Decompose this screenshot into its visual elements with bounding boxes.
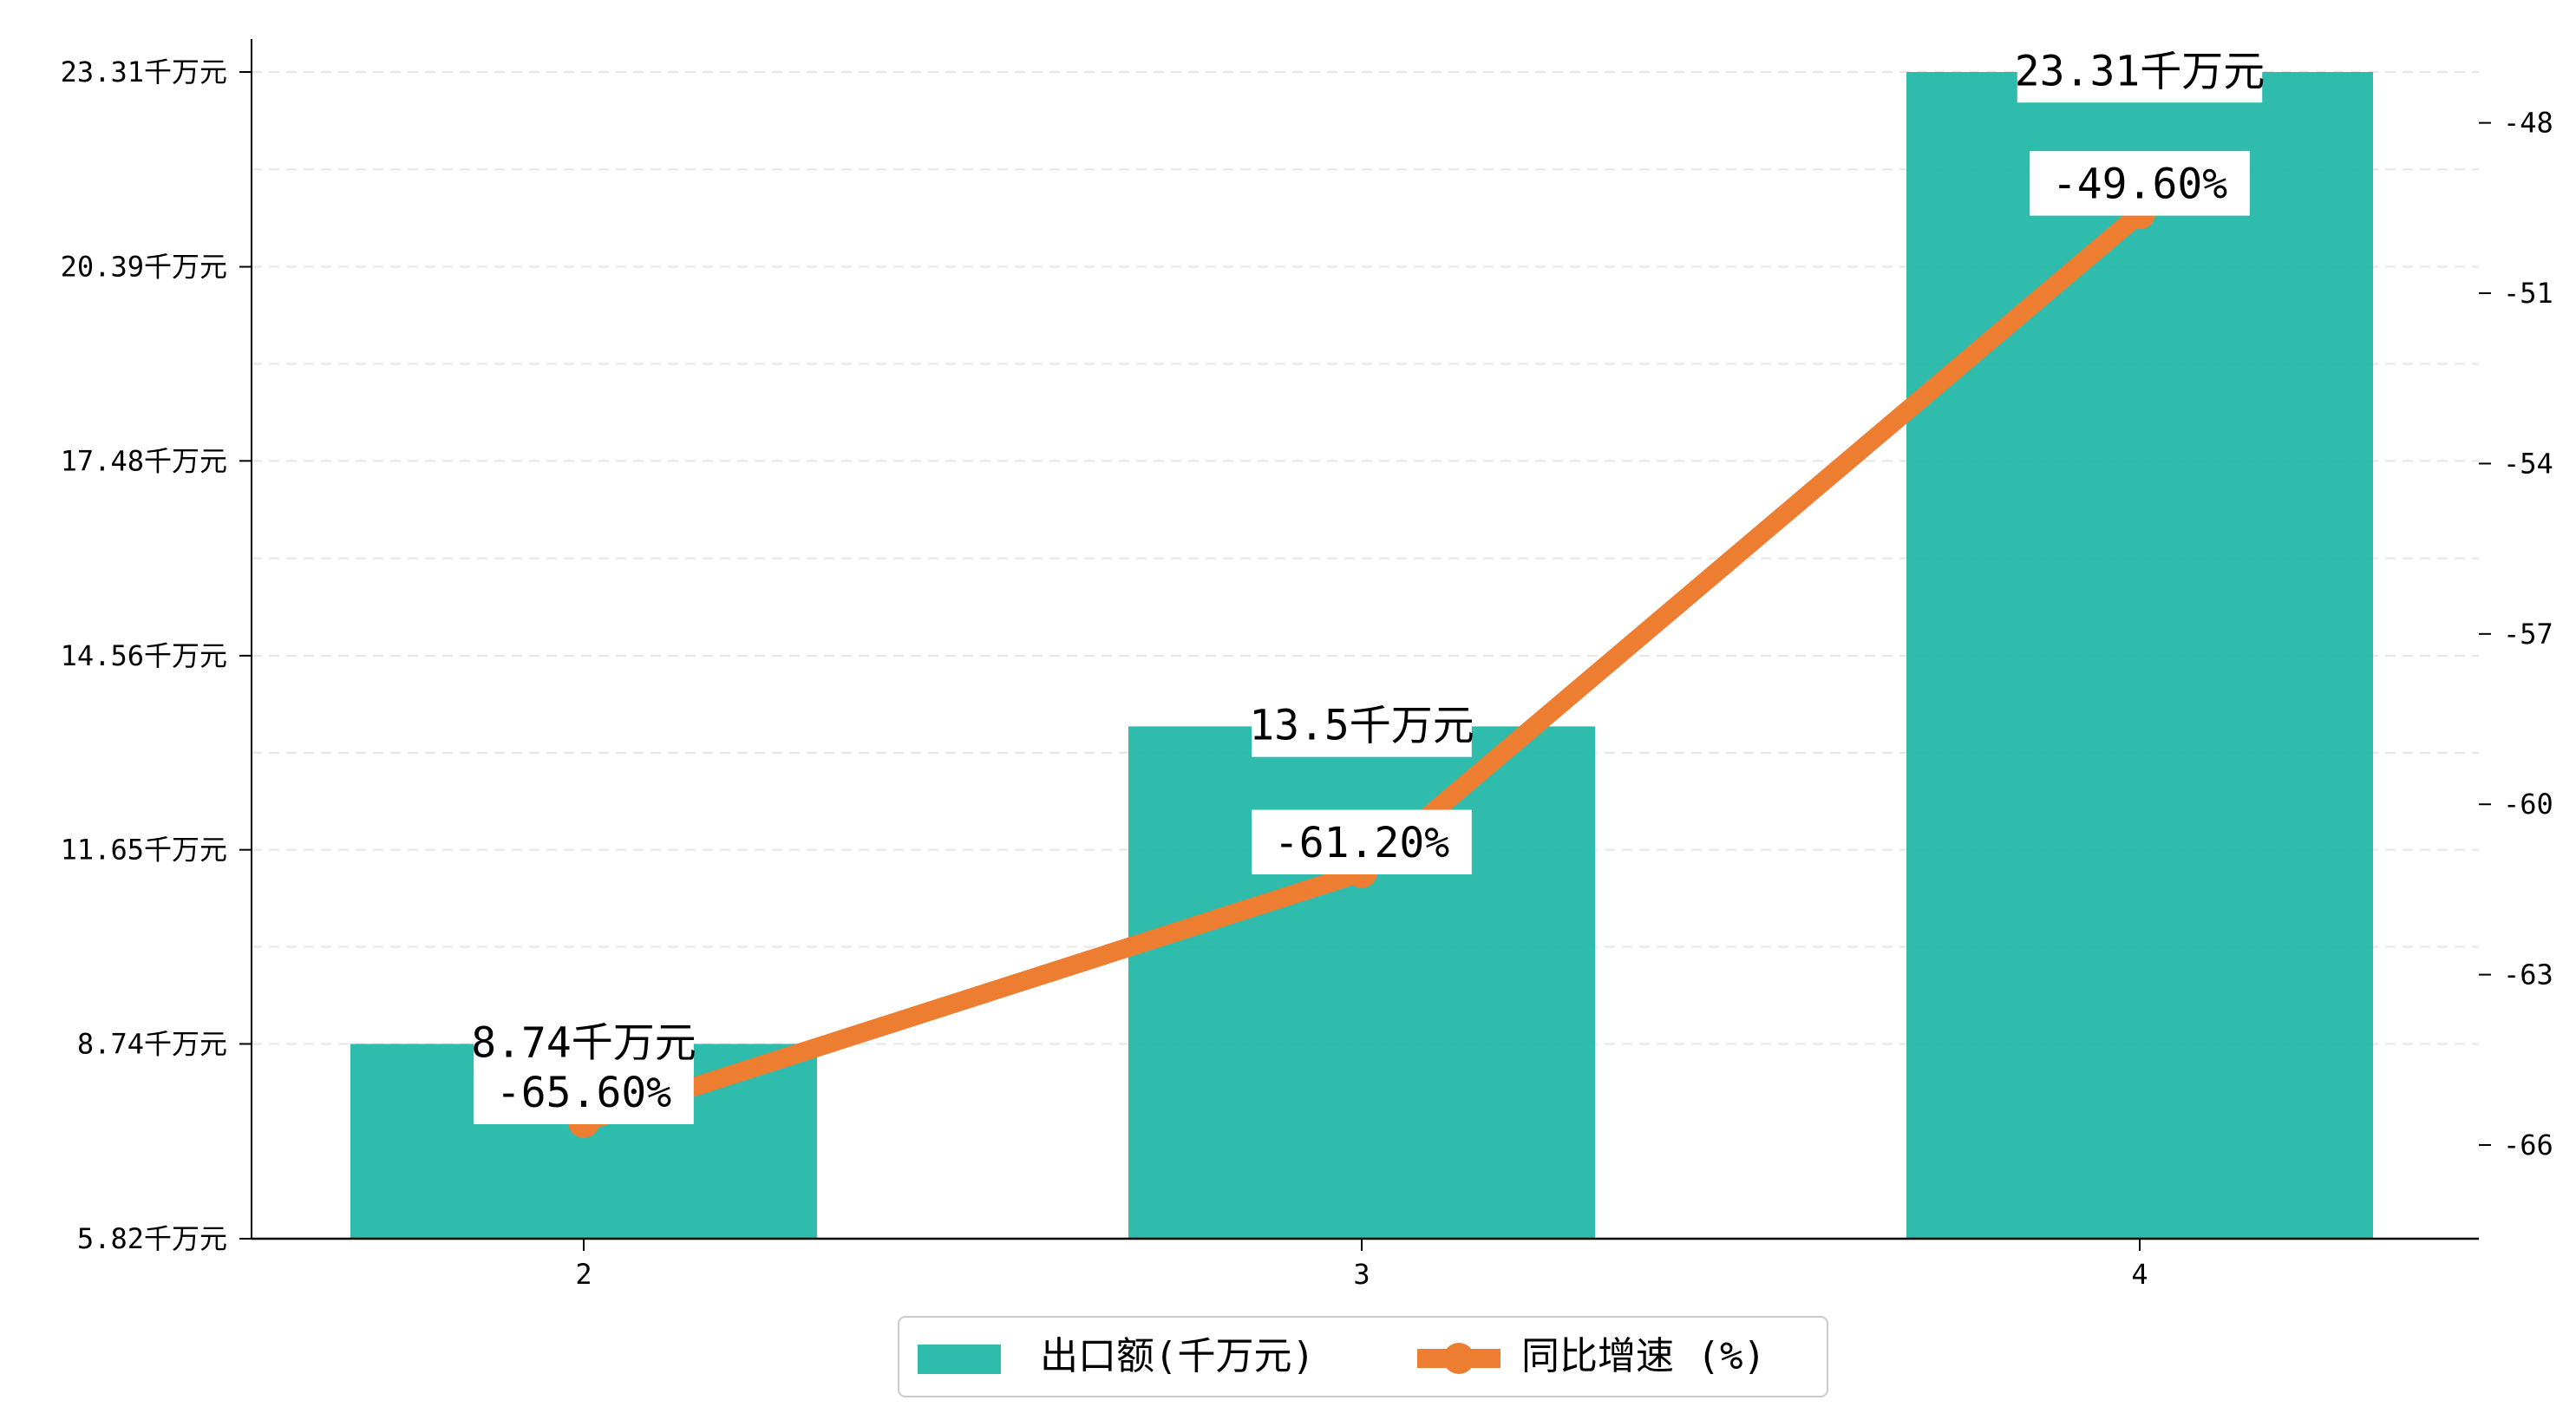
bar-4 [1906,72,2373,1239]
y-left-tick-label: 14.56千万元 [61,639,227,672]
growth-value-label-text: -49.60% [2052,160,2227,209]
y-right-tick-label: -57 [2503,618,2553,651]
bar-value-label-box [1252,692,1472,757]
y-left-tick-label: 5.82千万元 [77,1222,227,1255]
y-left-tick-label: 11.65千万元 [61,834,227,867]
legend-swatch-bar [918,1345,1001,1374]
growth-value-label-box [2030,151,2250,216]
growth-value-label: -49.60% [2030,151,2250,216]
bar-3 [1128,726,1595,1239]
growth-value-label: -61.20% [1252,809,1472,874]
growth-value-label-text: -61.20% [1274,819,1449,867]
y-right-tick-label: -48 [2503,107,2553,140]
x-tick-label: 2 [575,1258,592,1291]
legend[interactable]: 出口额(千万元) 同比增速 (%) [898,1316,1828,1397]
growth-value-label-box [1252,809,1472,874]
data-labels: 8.74千万元 13.5千万元 23.31千万元 -65.60% -61.20% -49.… [471,37,2265,1125]
bar-value-label-text: 23.31千万元 [2015,47,2265,95]
bars [350,72,2373,1239]
legend-label-line: 同比增速 (%) [1521,1334,1766,1378]
growth-value-label-box [474,1059,694,1125]
y-right-tick-label: -63 [2503,959,2553,991]
growth-value-label-text: -65.60% [496,1069,671,1117]
bar-value-label-box [2017,37,2263,103]
y-right-tick-label: -60 [2503,788,2553,821]
x-tick-label: 3 [1353,1258,1370,1291]
legend-swatch-marker [1443,1343,1474,1374]
y-right-tick-label: -66 [2503,1129,2553,1162]
y-right-tick-label: -51 [2503,277,2553,310]
bar-value-label-text: 13.5千万元 [1249,702,1474,750]
legend-item-bar: 出口额(千万元) [918,1334,1315,1378]
y-left-tick-label: 17.48千万元 [61,444,227,477]
y-left-tick-label: 8.74千万元 [77,1027,227,1060]
legend-frame [898,1316,1828,1397]
bar-value-label: 13.5千万元 [1249,692,1474,757]
growth-value-label: -65.60% [474,1059,694,1125]
x-tick-label: 4 [2131,1258,2148,1291]
bar-value-label: 23.31千万元 [2015,37,2265,103]
y-right-tick-label: -54 [2503,447,2553,480]
legend-label-bar: 出口额(千万元) [1040,1334,1315,1378]
y-left-tick-label: 20.39千万元 [61,251,227,284]
axes: 5.82千万元 8.74千万元 11.65千万元 14.56千万元 17.48千万元 20… [61,39,2553,1291]
bar-value-label-text: 8.74千万元 [471,1019,696,1068]
legend-item-line: 同比增速 (%) [1417,1334,1766,1378]
y-left-tick-label: 23.31千万元 [61,56,227,88]
